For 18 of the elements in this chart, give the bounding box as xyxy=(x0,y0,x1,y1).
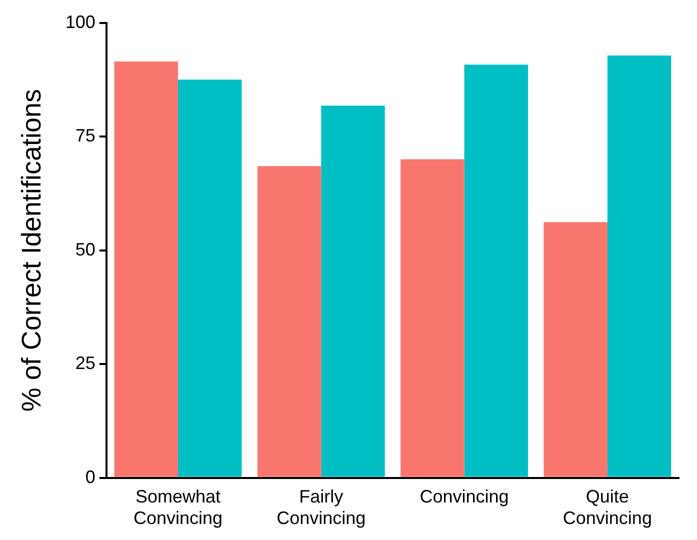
bar xyxy=(400,159,464,477)
y-tick-label: 100 xyxy=(65,12,96,32)
x-tick-label: Quite Convincing xyxy=(562,486,652,528)
y-tick-label: 0 xyxy=(85,466,96,487)
y-tick-label: 50 xyxy=(75,239,96,260)
bar xyxy=(257,166,322,477)
x-tick-label: Somewhat Convincing xyxy=(133,486,223,528)
y-tick-label: 25 xyxy=(75,353,96,374)
bar xyxy=(114,61,178,477)
y-axis-title: % of Correct Identifications xyxy=(16,88,47,412)
y-tick-label: 75 xyxy=(75,126,96,146)
x-tick-label: Convincing xyxy=(420,486,509,507)
bar xyxy=(607,56,672,477)
bar xyxy=(178,80,242,477)
bar xyxy=(544,222,608,477)
x-tick-label: Fairly Convincing xyxy=(276,486,366,528)
bar xyxy=(464,64,528,477)
bar xyxy=(321,106,385,477)
